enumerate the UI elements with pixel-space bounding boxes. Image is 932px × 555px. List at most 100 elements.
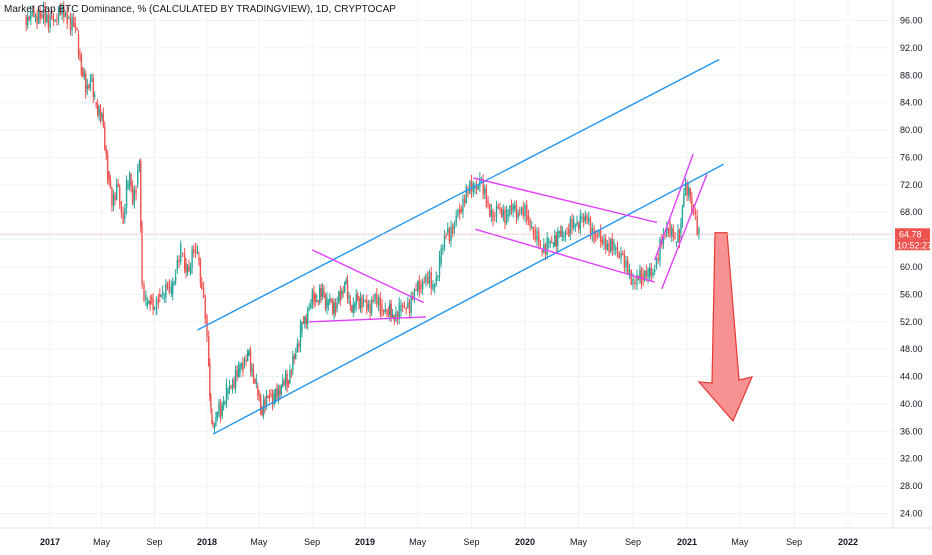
candle-body bbox=[463, 199, 466, 203]
candle-body bbox=[609, 238, 612, 252]
candle-body bbox=[606, 243, 609, 250]
candle-body bbox=[33, 11, 35, 17]
candle-body bbox=[317, 300, 319, 303]
candle-body bbox=[577, 221, 580, 230]
candle-body bbox=[425, 274, 427, 283]
desc-channel-upper-line bbox=[473, 177, 658, 224]
x-tick-label: 2022 bbox=[838, 537, 858, 547]
grid bbox=[0, 0, 893, 528]
candle-body bbox=[618, 252, 620, 259]
candle-body bbox=[290, 370, 293, 373]
x-tick-label: 2018 bbox=[197, 537, 217, 547]
candle-body bbox=[377, 297, 380, 305]
candle-body bbox=[51, 15, 53, 20]
candle-body bbox=[283, 383, 285, 385]
candle-body bbox=[28, 16, 30, 20]
candle-body bbox=[163, 297, 165, 299]
candle-body bbox=[160, 294, 162, 297]
candle-body bbox=[228, 385, 231, 391]
x-tick-label: May bbox=[570, 537, 588, 547]
candle-body bbox=[689, 188, 692, 198]
candle-body bbox=[279, 390, 281, 395]
candle-body bbox=[174, 275, 177, 282]
candle-body bbox=[292, 356, 294, 370]
candle-body bbox=[376, 293, 378, 305]
y-tick-label: 40.00 bbox=[900, 399, 923, 409]
candle-body bbox=[366, 300, 368, 311]
y-tick-label: 28.00 bbox=[900, 481, 923, 491]
candle-body bbox=[678, 230, 681, 243]
candle-body bbox=[447, 228, 449, 233]
x-tick-label: 2020 bbox=[515, 537, 535, 547]
candle-body bbox=[204, 297, 206, 320]
candles bbox=[25, 1, 700, 434]
candle-body bbox=[219, 403, 222, 417]
candle-body bbox=[644, 270, 646, 281]
candle-body bbox=[497, 205, 499, 209]
candle-body bbox=[367, 304, 370, 309]
candle-body bbox=[684, 183, 687, 196]
candle-body bbox=[211, 414, 213, 424]
candle-body bbox=[213, 424, 216, 428]
candle-body bbox=[295, 353, 297, 360]
candle-body bbox=[194, 243, 197, 254]
candle-body bbox=[485, 188, 488, 208]
candle-body bbox=[492, 210, 494, 221]
candle-body bbox=[543, 244, 545, 253]
candle-body bbox=[443, 235, 446, 249]
candle-body bbox=[561, 226, 563, 237]
candle-body bbox=[672, 228, 675, 238]
down-arrow bbox=[697, 232, 754, 423]
candle-body bbox=[284, 373, 287, 385]
candle-body bbox=[652, 272, 654, 276]
candle-body bbox=[108, 171, 110, 182]
candle-body bbox=[101, 113, 103, 118]
candle-body bbox=[202, 287, 205, 298]
candle-body bbox=[39, 11, 41, 19]
candle-body bbox=[239, 368, 241, 374]
candle-body bbox=[342, 291, 344, 293]
candle-body bbox=[595, 232, 597, 236]
candle-body bbox=[155, 298, 158, 315]
candle-body bbox=[92, 78, 95, 97]
candle-body bbox=[662, 233, 665, 244]
candle-body bbox=[382, 310, 385, 313]
candle-body bbox=[359, 297, 362, 309]
y-tick-label: 56.00 bbox=[900, 289, 923, 299]
candle-body bbox=[120, 201, 123, 213]
candle-body bbox=[274, 389, 277, 401]
candle-body bbox=[555, 235, 557, 247]
y-tick-label: 36.00 bbox=[900, 426, 923, 436]
candle-body bbox=[127, 186, 129, 189]
candle-body bbox=[234, 369, 237, 388]
candle-body bbox=[462, 199, 464, 213]
candle-body bbox=[150, 297, 153, 299]
candle-body bbox=[611, 238, 614, 251]
candle-body bbox=[280, 385, 283, 395]
x-tick-label: May bbox=[93, 537, 111, 547]
candle-body bbox=[361, 297, 363, 308]
candle-body bbox=[276, 389, 278, 398]
candle-body bbox=[289, 370, 291, 384]
y-tick-label: 72.00 bbox=[900, 180, 923, 190]
candle-body bbox=[389, 303, 391, 316]
candle-body bbox=[82, 68, 84, 77]
y-tick-label: 68.00 bbox=[900, 207, 923, 217]
candle-body bbox=[398, 302, 400, 320]
y-tick-label: 32.00 bbox=[900, 454, 923, 464]
candle-body bbox=[85, 73, 87, 93]
candle-body bbox=[64, 12, 67, 18]
candle-body bbox=[686, 183, 688, 196]
candle-body bbox=[584, 215, 587, 222]
candle-body bbox=[25, 17, 27, 26]
candle-body bbox=[352, 303, 355, 313]
candle-body bbox=[339, 291, 342, 301]
candle-body bbox=[248, 351, 250, 357]
candle-body bbox=[308, 308, 310, 310]
candle-body bbox=[143, 284, 145, 301]
candle-body bbox=[505, 209, 508, 224]
candle-body bbox=[500, 208, 503, 218]
candle-body bbox=[313, 290, 315, 303]
candle-body bbox=[479, 178, 481, 187]
